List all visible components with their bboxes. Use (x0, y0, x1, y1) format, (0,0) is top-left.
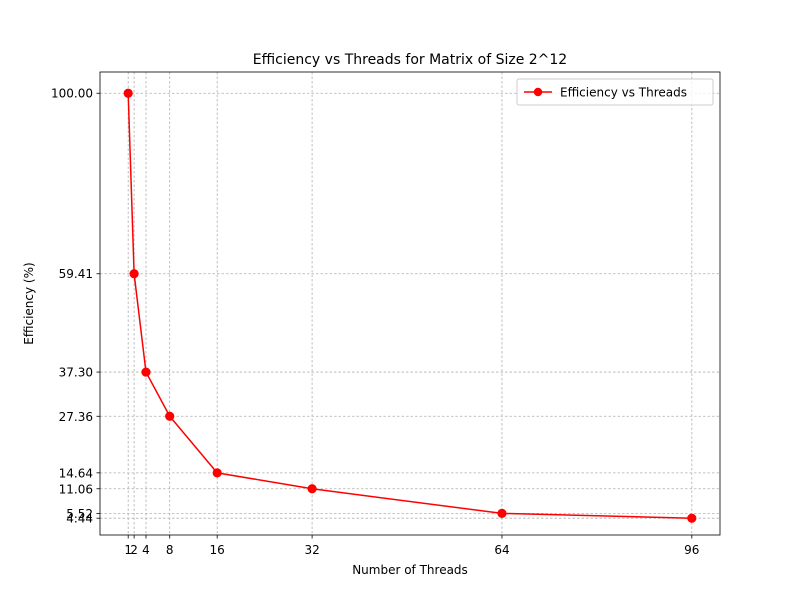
x-tick-label: 4 (142, 543, 150, 557)
data-point (165, 411, 175, 421)
data-point (129, 269, 139, 279)
y-tick-label: 27.36 (59, 410, 93, 424)
data-point (123, 88, 133, 98)
x-tick-label: 64 (494, 543, 509, 557)
data-point (307, 484, 317, 494)
chart-title: Efficiency vs Threads for Matrix of Size… (253, 52, 567, 68)
x-tick-label: 96 (684, 543, 699, 557)
y-tick-label: 4.44 (66, 512, 93, 526)
legend: Efficiency vs Threads (516, 78, 714, 106)
x-tick-label: 32 (304, 543, 319, 557)
legend-entry-label: Efficiency vs Threads (560, 86, 687, 100)
y-axis-ticks: 100.00 59.41 37.30 27.36 14.64 11.06 5.524.44 (51, 87, 100, 526)
data-point (687, 513, 697, 523)
plot-frame (99, 71, 721, 536)
data-point (497, 508, 507, 518)
data-point (141, 367, 151, 377)
x-tick-label: 1 (124, 543, 132, 557)
grid (100, 72, 720, 535)
x-tick-label: 16 (210, 543, 225, 557)
y-tick-label: 5.52 (66, 507, 93, 521)
legend-marker-swatch (533, 87, 543, 97)
legend-box (516, 78, 714, 106)
y-tick-label: 14.64 (59, 466, 93, 480)
y-tick-label: 37.30 (59, 366, 93, 380)
x-axis-label: Number of Threads (352, 563, 468, 577)
series-layer (123, 88, 697, 523)
x-axis-ticks: 12 4 8 16 32 64 96 (124, 535, 699, 557)
x-tick-label: 2 (130, 543, 138, 557)
y-tick-label: 100.00 (51, 87, 93, 101)
y-tick-label: 59.41 (59, 267, 93, 281)
series-line (127, 93, 692, 519)
data-point (212, 468, 222, 478)
y-tick-label: 11.06 (59, 482, 93, 496)
y-axis-label: Efficiency (%) (22, 262, 36, 344)
x-tick-label: 8 (166, 543, 174, 557)
